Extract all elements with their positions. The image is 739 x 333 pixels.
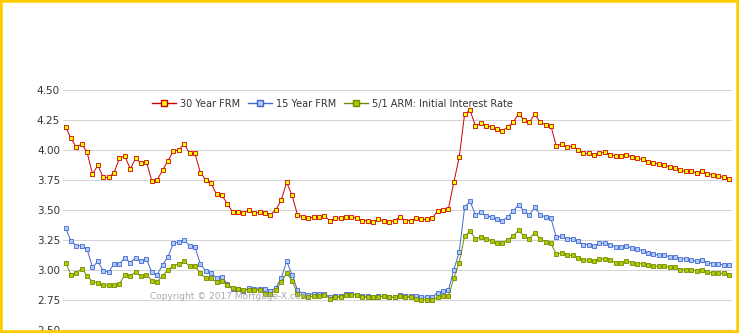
Text: Copyright © 2017 Mortgage-X.com: Copyright © 2017 Mortgage-X.com — [150, 292, 309, 301]
Legend: 30 Year FRM, 15 Year FRM, 5/1 ARM: Initial Interest Rate: 30 Year FRM, 15 Year FRM, 5/1 ARM: Initi… — [148, 95, 517, 113]
